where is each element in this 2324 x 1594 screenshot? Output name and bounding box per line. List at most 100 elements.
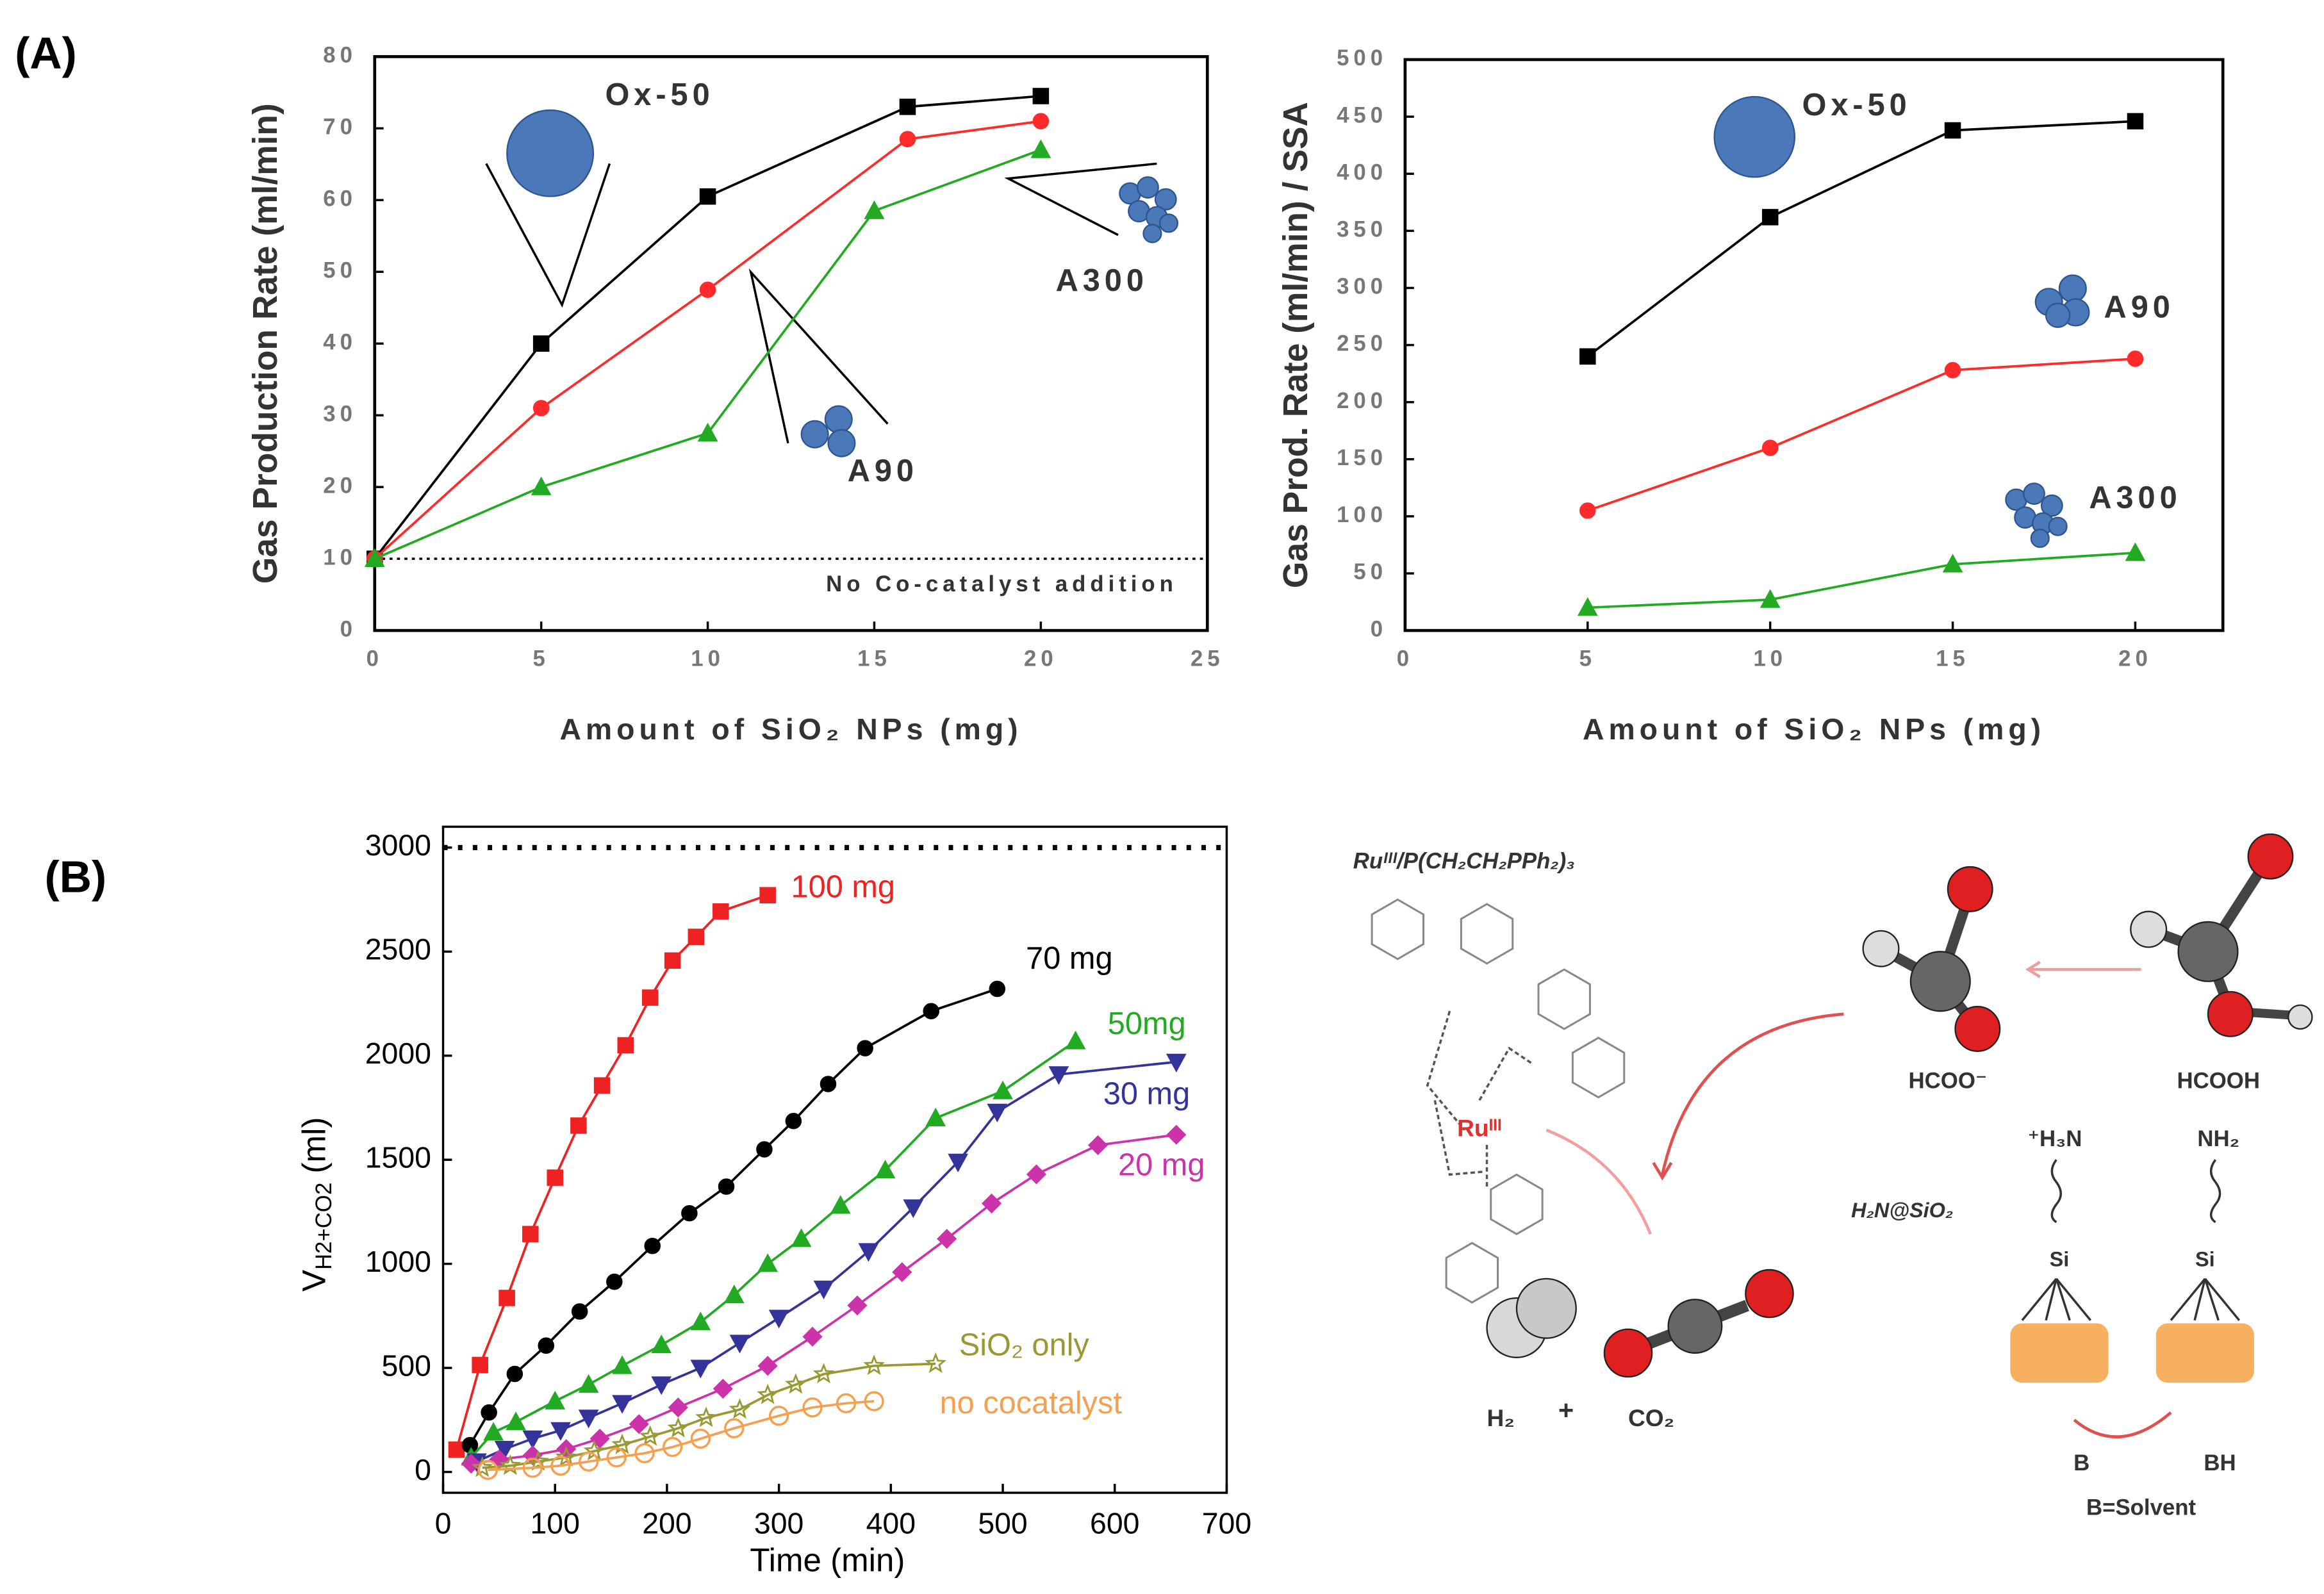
marker — [617, 1037, 634, 1054]
y-tick-label: 400 — [1337, 160, 1387, 185]
marker — [532, 335, 550, 352]
marker — [768, 1310, 789, 1329]
phenyl-ring — [1445, 1242, 1499, 1304]
marker — [1944, 122, 1961, 139]
h-atom — [2130, 910, 2168, 948]
si-label: Si — [2195, 1248, 2215, 1271]
marker — [477, 1459, 499, 1480]
marker — [2125, 542, 2146, 561]
marker — [923, 1003, 939, 1020]
marker — [472, 1356, 488, 1374]
x-tick-label: 200 — [642, 1506, 691, 1540]
marker — [695, 1406, 717, 1427]
reference-label: No Co-catalyst addition — [826, 571, 1178, 596]
marker — [858, 1243, 879, 1262]
marker — [1942, 554, 1963, 573]
y-tick-label: 1500 — [365, 1140, 431, 1174]
marker — [364, 548, 385, 567]
acid-label: HCOOH — [2177, 1069, 2260, 1094]
plot-frame — [1403, 58, 2225, 632]
series-label: 30 mg — [1103, 1076, 1190, 1111]
marker — [593, 1077, 611, 1094]
x-tick-label: 0 — [435, 1506, 452, 1540]
plot-frame — [373, 55, 1209, 632]
y-tick-label: 70 — [323, 115, 357, 140]
marker — [812, 1363, 835, 1384]
o-atom — [1745, 1269, 1794, 1319]
marker — [699, 188, 716, 205]
y-tick-label: 50 — [323, 258, 357, 283]
x-tick-label: 5 — [533, 646, 550, 671]
phenyl-ring — [1460, 903, 1514, 965]
marker — [723, 1285, 745, 1304]
series-label: Ox-50 — [605, 78, 714, 112]
marker — [830, 1195, 851, 1214]
marker — [522, 1226, 539, 1242]
series-label: A300 — [2089, 481, 2181, 515]
marker — [1030, 139, 1051, 158]
h-atom — [1515, 1278, 1577, 1339]
y-tick-label: 0 — [340, 616, 357, 641]
marker — [651, 1335, 672, 1354]
marker — [494, 1441, 515, 1460]
marker — [757, 1356, 778, 1376]
series-line — [488, 1400, 875, 1472]
marker — [847, 1295, 868, 1316]
x-axis-label: Amount of SiO₂ NPs (mg) — [1583, 712, 2045, 746]
base-note: B=Solvent — [2086, 1495, 2196, 1520]
marker — [461, 1453, 481, 1474]
marker — [690, 1311, 711, 1331]
marker — [555, 1446, 577, 1467]
series-label: A90 — [2104, 290, 2175, 325]
marker — [785, 1113, 802, 1130]
x-tick-label: 500 — [978, 1506, 1027, 1540]
marker — [667, 1417, 689, 1438]
marker — [791, 1228, 812, 1247]
marker — [606, 1447, 627, 1468]
marker — [612, 1395, 632, 1414]
co2-label: CO₂ — [1628, 1404, 1674, 1431]
arrows — [1545, 960, 2172, 1438]
x-tick-label: 100 — [531, 1506, 580, 1540]
x-tick-label: 700 — [1202, 1506, 1251, 1540]
y-tick-label: 60 — [323, 186, 357, 211]
y-tick-label: 50 — [1353, 559, 1387, 584]
marker — [729, 1398, 751, 1419]
y-tick-label: 1000 — [365, 1245, 431, 1278]
support-label: H₂N@SiO₂ — [1851, 1199, 1953, 1222]
marker — [813, 1280, 834, 1299]
x-tick-label: 20 — [1024, 646, 1058, 671]
marker — [718, 1178, 735, 1195]
metal-label: Ruᴵᴵᴵ — [1457, 1115, 1502, 1142]
marker — [629, 1414, 649, 1434]
marker — [820, 1076, 837, 1092]
panel-label: (A) — [15, 28, 77, 78]
o-atom — [1947, 866, 1993, 912]
y-tick-label: 80 — [323, 43, 357, 68]
y-axis-label: Gas Prod. Rate (ml/min) / SSA — [1277, 102, 1315, 588]
marker — [729, 1335, 750, 1354]
series-label: A300 — [1056, 263, 1148, 298]
y-axis-label: VH2+CO2 (ml) — [296, 1117, 337, 1292]
si-label: Si — [2050, 1248, 2070, 1271]
marker — [768, 1406, 789, 1426]
marker — [506, 1365, 523, 1383]
y-tick-label: 150 — [1337, 445, 1387, 470]
marker — [987, 1103, 1008, 1122]
phenyl-ring — [1490, 1173, 1544, 1235]
marker — [1026, 1164, 1047, 1185]
marker — [857, 1040, 873, 1056]
marker — [875, 1160, 896, 1179]
marker — [1166, 1053, 1187, 1072]
marker — [836, 1393, 857, 1413]
series-label: 20 mg — [1118, 1148, 1205, 1183]
linker — [2021, 1159, 2241, 1321]
series-line — [468, 987, 998, 1446]
y-axis-label-part: V — [296, 1270, 333, 1292]
y-tick-label: 10 — [323, 545, 357, 570]
c-atom — [1667, 1299, 1723, 1354]
marker — [606, 1273, 623, 1290]
marker — [1577, 597, 1598, 616]
marker — [1166, 1124, 1187, 1145]
